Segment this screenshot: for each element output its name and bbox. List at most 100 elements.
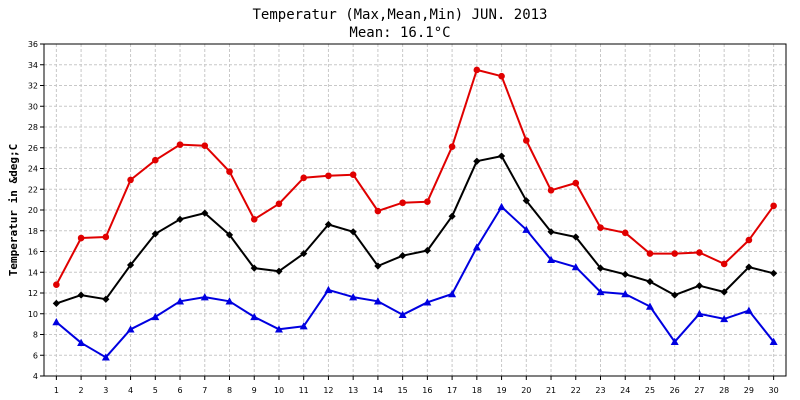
- x-tick-label: 28: [719, 386, 729, 395]
- data-point-mean: [522, 197, 530, 205]
- y-tick-label: 10: [28, 310, 38, 319]
- y-tick-label: 4: [33, 372, 38, 381]
- data-point-min: [324, 285, 333, 294]
- y-tick-label: 30: [28, 102, 38, 111]
- y-tick-label: 22: [28, 185, 38, 194]
- y-tick-label: 18: [28, 227, 38, 236]
- data-point-min: [398, 310, 407, 318]
- x-tick-label: 20: [521, 386, 531, 395]
- data-point-mean: [473, 157, 481, 165]
- data-point-mean: [201, 209, 209, 217]
- x-tick-label: 27: [694, 386, 704, 395]
- x-tick-label: 13: [348, 386, 358, 395]
- y-tick-label: 34: [28, 61, 38, 70]
- data-point-max: [226, 168, 233, 175]
- data-point-max: [325, 172, 332, 180]
- data-point-min: [349, 293, 358, 301]
- data-point-mean: [102, 295, 110, 303]
- data-point-mean: [399, 252, 407, 260]
- data-point-max: [250, 216, 258, 223]
- data-point-min: [176, 297, 185, 305]
- data-point-mean: [770, 269, 778, 277]
- data-point-mean: [497, 152, 506, 160]
- data-point-max: [127, 176, 134, 184]
- chart-subtitle: Mean: 16.1°C: [349, 25, 450, 41]
- x-tick-label: 23: [595, 386, 605, 395]
- data-point-min: [126, 325, 135, 333]
- x-tick-label: 3: [103, 386, 108, 395]
- data-point-min: [720, 314, 729, 323]
- data-point-min: [225, 297, 234, 305]
- x-tick-label: 6: [177, 386, 182, 395]
- x-tick-label: 7: [202, 386, 207, 395]
- x-tick-label: 16: [422, 386, 432, 395]
- data-point-max: [745, 236, 753, 244]
- data-point-max: [720, 260, 728, 268]
- data-point-mean: [324, 220, 333, 229]
- data-point-max: [547, 186, 555, 194]
- data-point-max: [671, 250, 678, 257]
- y-tick-label: 12: [28, 289, 38, 298]
- series-line-min: [55, 205, 775, 359]
- data-point-min: [596, 287, 605, 296]
- y-tick-label: 32: [28, 82, 38, 91]
- y-axis-label: Temperatur in &deg;C: [7, 144, 20, 276]
- x-tick-label: 14: [373, 386, 383, 395]
- x-tick-label: 15: [398, 386, 408, 395]
- y-tick-label: 20: [28, 206, 38, 215]
- x-tick-label: 25: [645, 386, 655, 395]
- data-point-mean: [572, 233, 580, 241]
- data-point-mean: [77, 291, 85, 299]
- data-point-max: [448, 143, 456, 151]
- data-point-max: [424, 198, 431, 205]
- data-point-min: [448, 290, 457, 298]
- data-point-max: [399, 199, 406, 207]
- data-point-max: [597, 224, 604, 231]
- data-point-mean: [671, 291, 679, 299]
- y-tick-label: 6: [33, 351, 38, 360]
- data-point-max: [473, 66, 481, 74]
- x-tick-label: 21: [546, 386, 556, 395]
- y-tick-label: 28: [28, 123, 38, 132]
- data-point-min: [274, 325, 283, 333]
- series-line-mean: [56, 155, 774, 305]
- data-point-mean: [275, 267, 283, 275]
- data-point-max: [523, 137, 530, 144]
- x-tick-label: 5: [153, 386, 158, 395]
- data-series: [52, 66, 778, 361]
- chart-title: Temperatur (Max,Mean,Min) JUN. 2013: [252, 7, 547, 23]
- data-point-max: [152, 156, 159, 164]
- data-point-min: [522, 225, 531, 233]
- data-point-min: [744, 306, 753, 314]
- x-tick-label: 1: [54, 386, 59, 395]
- data-point-max: [572, 179, 580, 187]
- y-tick-label: 14: [28, 268, 38, 277]
- x-tick-label: 17: [447, 386, 457, 395]
- data-point-mean: [126, 261, 135, 269]
- data-point-min: [769, 337, 778, 345]
- data-point-max: [770, 202, 777, 210]
- data-point-mean: [349, 228, 357, 236]
- x-tick-label: 24: [620, 386, 630, 395]
- x-tick-label: 9: [252, 386, 257, 395]
- data-point-max: [176, 141, 184, 148]
- data-point-mean: [745, 263, 753, 271]
- data-point-min: [547, 255, 556, 263]
- data-point-max: [300, 174, 308, 182]
- data-point-mean: [695, 282, 704, 290]
- data-point-min: [373, 297, 382, 305]
- data-point-mean: [621, 270, 629, 278]
- data-point-min: [645, 302, 654, 310]
- data-point-max: [498, 72, 505, 80]
- data-point-min: [200, 293, 209, 301]
- data-point-max: [53, 281, 60, 289]
- data-point-max: [646, 250, 654, 257]
- y-tick-label: 26: [28, 144, 38, 153]
- data-point-mean: [151, 230, 159, 238]
- data-point-max: [621, 229, 629, 237]
- x-tick-label: 22: [571, 386, 581, 395]
- series-line-max: [55, 68, 775, 286]
- plot-frame: [43, 43, 787, 377]
- data-point-min: [77, 338, 86, 346]
